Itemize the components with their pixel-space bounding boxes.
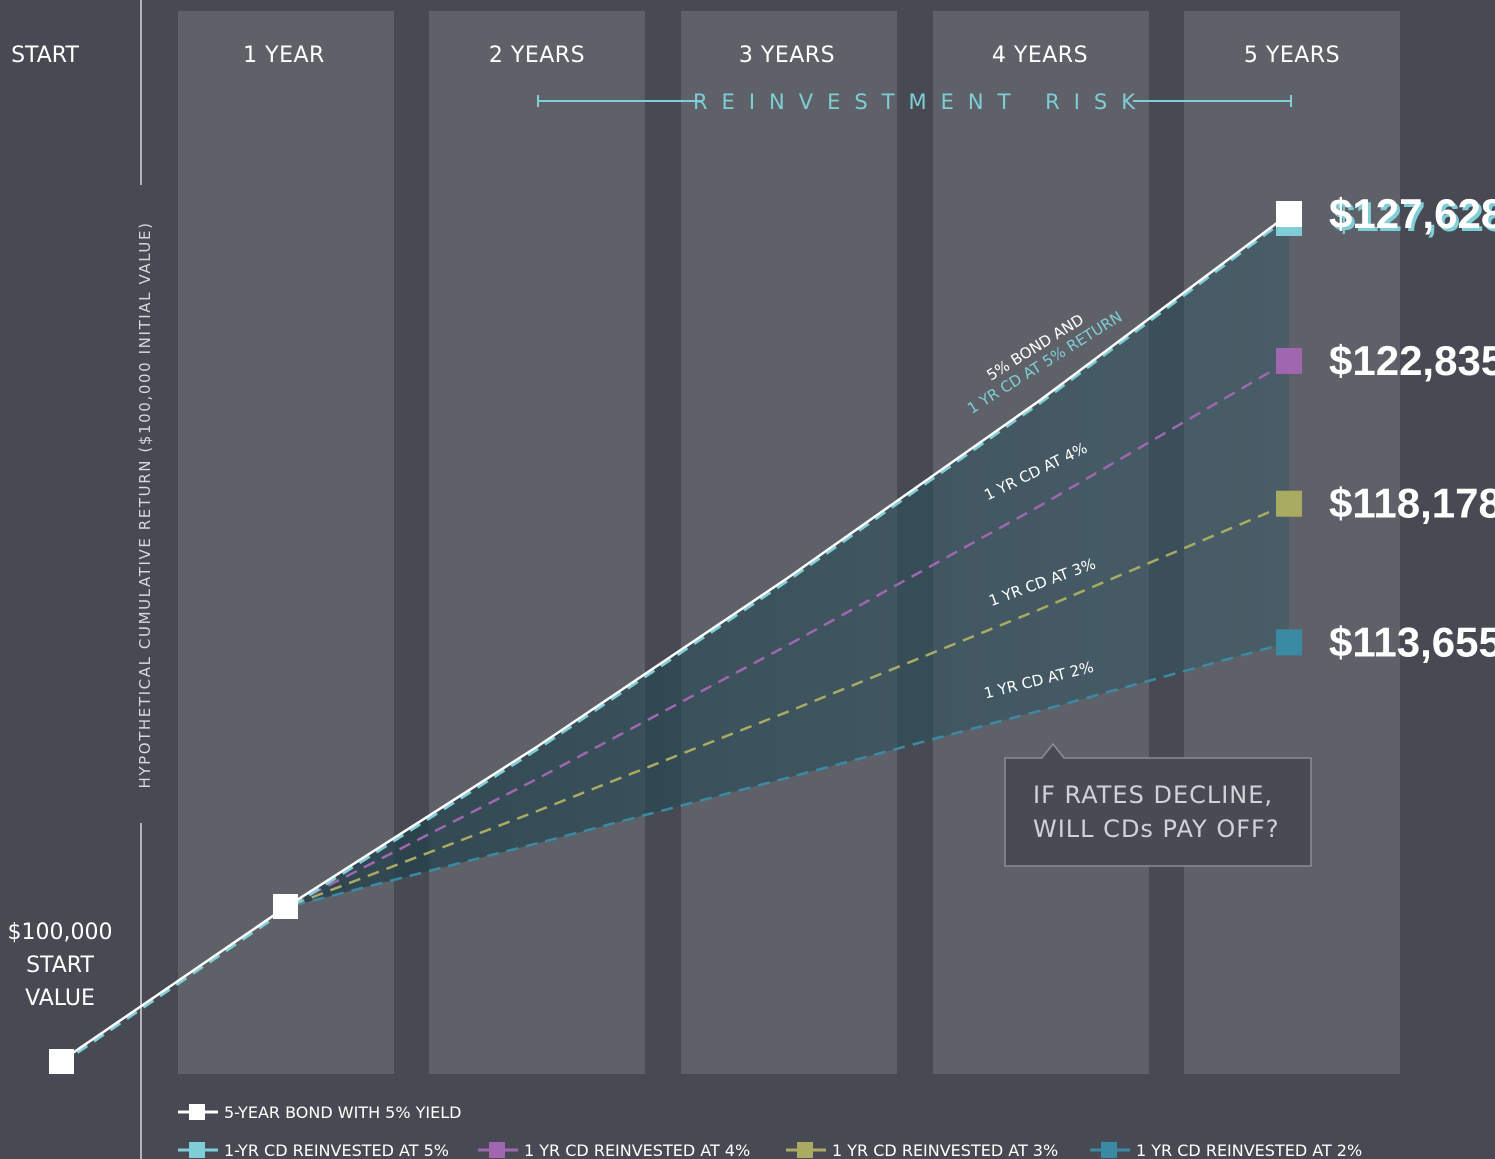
start-value-label: $100,000 START VALUE [8, 920, 113, 1011]
legend-swatch-marker-1 [189, 1142, 205, 1158]
callout-box: IF RATES DECLINE, WILL CDs PAY OFF? [1004, 742, 1312, 867]
x-tick-label-0: START [11, 43, 79, 68]
callout-line-2: WILL CDs PAY OFF? [1033, 815, 1280, 843]
y-axis-label: HYPOTHETICAL CUMULATIVE RETURN ($100,000… [136, 221, 154, 788]
x-tick-label-2: 2 YEARS [489, 43, 585, 68]
reinvestment-risk-bracket: REINVESTMENT RISK [537, 90, 1292, 114]
start-value-amount: $100,000 [8, 920, 113, 945]
risk-fan-area [285, 214, 1289, 908]
legend-item-2: 1 YR CD REINVESTED AT 4% [478, 1141, 750, 1159]
legend-swatch-marker-0 [189, 1104, 205, 1120]
legend-swatch-marker-4 [1101, 1142, 1117, 1158]
legend-item-4: 1 YR CD REINVESTED AT 2% [1090, 1141, 1362, 1159]
series-line-0 [60, 212, 1290, 1063]
data-markers [49, 201, 1302, 1074]
legend-swatch-marker-2 [489, 1142, 505, 1158]
x-tick-label-1: 1 YEAR [243, 43, 325, 68]
x-tick-label-4: 4 YEARS [992, 43, 1088, 68]
start-value-word-value: VALUE [25, 986, 95, 1011]
end-value-label-3: $113,655 [1329, 618, 1495, 665]
series-lines [60, 212, 1290, 1066]
x-tick-label-5: 5 YEARS [1244, 43, 1340, 68]
legend-item-3: 1 YR CD REINVESTED AT 3% [786, 1141, 1058, 1159]
series-line-1 [60, 215, 1290, 1066]
end-value-labels: $127,628$127,628$122,835$118,178$113,655 [1329, 190, 1495, 665]
year1-marker [273, 894, 298, 919]
x-tick-label-3: 3 YEARS [739, 43, 835, 68]
legend-swatch-marker-3 [797, 1142, 813, 1158]
end-marker-3 [1276, 629, 1302, 656]
end-marker-1 [1276, 347, 1302, 374]
legend-label-3: 1 YR CD REINVESTED AT 3% [832, 1141, 1058, 1159]
callout-line-1: IF RATES DECLINE, [1033, 781, 1273, 809]
legend-label-1: 1-YR CD REINVESTED AT 5% [224, 1141, 449, 1159]
end-marker-0 [1276, 201, 1302, 227]
legend-item-1: 1-YR CD REINVESTED AT 5% [178, 1141, 449, 1159]
legend: 5-YEAR BOND WITH 5% YIELD 1-YR CD REINVES… [178, 1103, 1362, 1159]
end-marker-2 [1276, 490, 1302, 517]
end-value-label-0: $127,628 [1329, 190, 1495, 237]
legend-label-0: 5-YEAR BOND WITH 5% YIELD [224, 1103, 461, 1122]
x-tick-labels: START 1 YEAR 2 YEARS 3 YEARS 4 YEARS 5 YEARS [11, 43, 1340, 68]
year-column-2 [429, 11, 645, 1074]
legend-label-4: 1 YR CD REINVESTED AT 2% [1136, 1141, 1362, 1159]
reinvestment-risk-label: REINVESTMENT RISK [693, 90, 1149, 114]
start-marker [49, 1049, 74, 1074]
legend-label-2: 1 YR CD REINVESTED AT 4% [524, 1141, 750, 1159]
end-value-label-2: $118,178 [1329, 480, 1495, 527]
end-value-label-1: $122,835 [1329, 337, 1495, 384]
end-value-shadow-0: $127,628 [1332, 193, 1495, 240]
start-value-word-start: START [26, 953, 94, 978]
callout-shape [1004, 742, 1312, 867]
legend-item-0: 5-YEAR BOND WITH 5% YIELD [178, 1103, 461, 1122]
